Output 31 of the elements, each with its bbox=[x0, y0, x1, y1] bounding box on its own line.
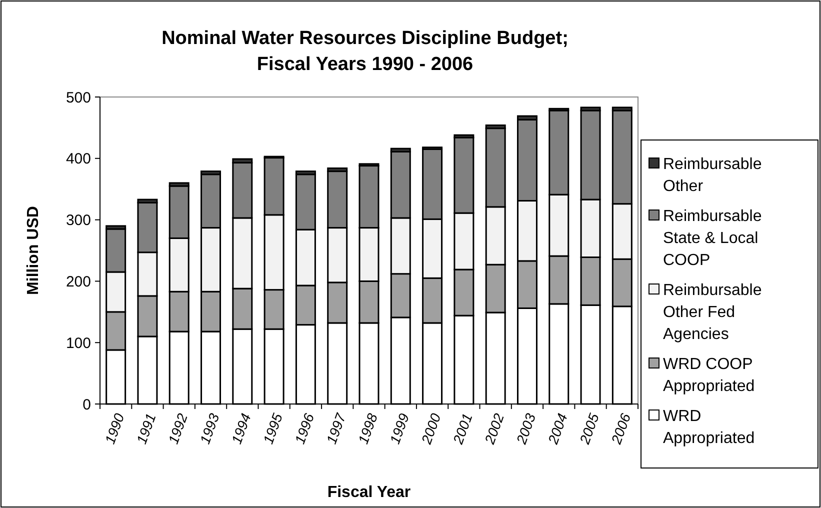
y-tick-label: 0 bbox=[82, 396, 91, 414]
legend-label: Reimbursable Other Fed Agencies bbox=[663, 282, 762, 343]
x-tick-label: 2002 bbox=[480, 411, 508, 447]
x-tick-label: 1999 bbox=[386, 411, 412, 446]
y-tick-label: 100 bbox=[66, 334, 91, 352]
chart-title: Nominal Water Resources Discipline Budget; Fiscal Years 1990 - 2006 bbox=[162, 28, 568, 75]
x-tick-label: 1996 bbox=[291, 411, 318, 446]
x-tick-label: 1992 bbox=[164, 411, 191, 446]
legend-label: WRD COOP Appropriated bbox=[663, 356, 755, 395]
x-tick-label: 1998 bbox=[354, 411, 380, 446]
legend-label: Reimbursable State & Local COOP bbox=[663, 208, 762, 269]
y-axis-title: Million USD bbox=[25, 206, 42, 295]
x-tick-label: 1994 bbox=[228, 411, 254, 446]
x-tick-label: 2005 bbox=[576, 411, 602, 447]
x-tick-label: 2003 bbox=[512, 411, 539, 447]
x-tick-label: 2001 bbox=[449, 411, 476, 447]
x-tick-label: 1990 bbox=[102, 411, 128, 446]
x-tick-label: 1995 bbox=[260, 411, 286, 446]
x-axis-title: Fiscal Year bbox=[327, 484, 411, 501]
x-tick-label: 1993 bbox=[196, 411, 222, 446]
y-tick-label: 500 bbox=[66, 89, 91, 106]
legend-label: Reimbursable Other bbox=[663, 156, 762, 195]
y-tick-label: 300 bbox=[66, 212, 91, 230]
x-tick-label: 1997 bbox=[323, 410, 350, 446]
x-tick-label: 2000 bbox=[418, 411, 444, 447]
x-tick-label: 2004 bbox=[544, 411, 570, 447]
legend-label: WRD Appropriated bbox=[663, 408, 755, 447]
y-tick-label: 400 bbox=[66, 150, 91, 168]
x-tick-label: 1991 bbox=[133, 411, 159, 446]
y-tick-label: 200 bbox=[66, 273, 91, 290]
x-tick-label: 2006 bbox=[608, 411, 634, 447]
